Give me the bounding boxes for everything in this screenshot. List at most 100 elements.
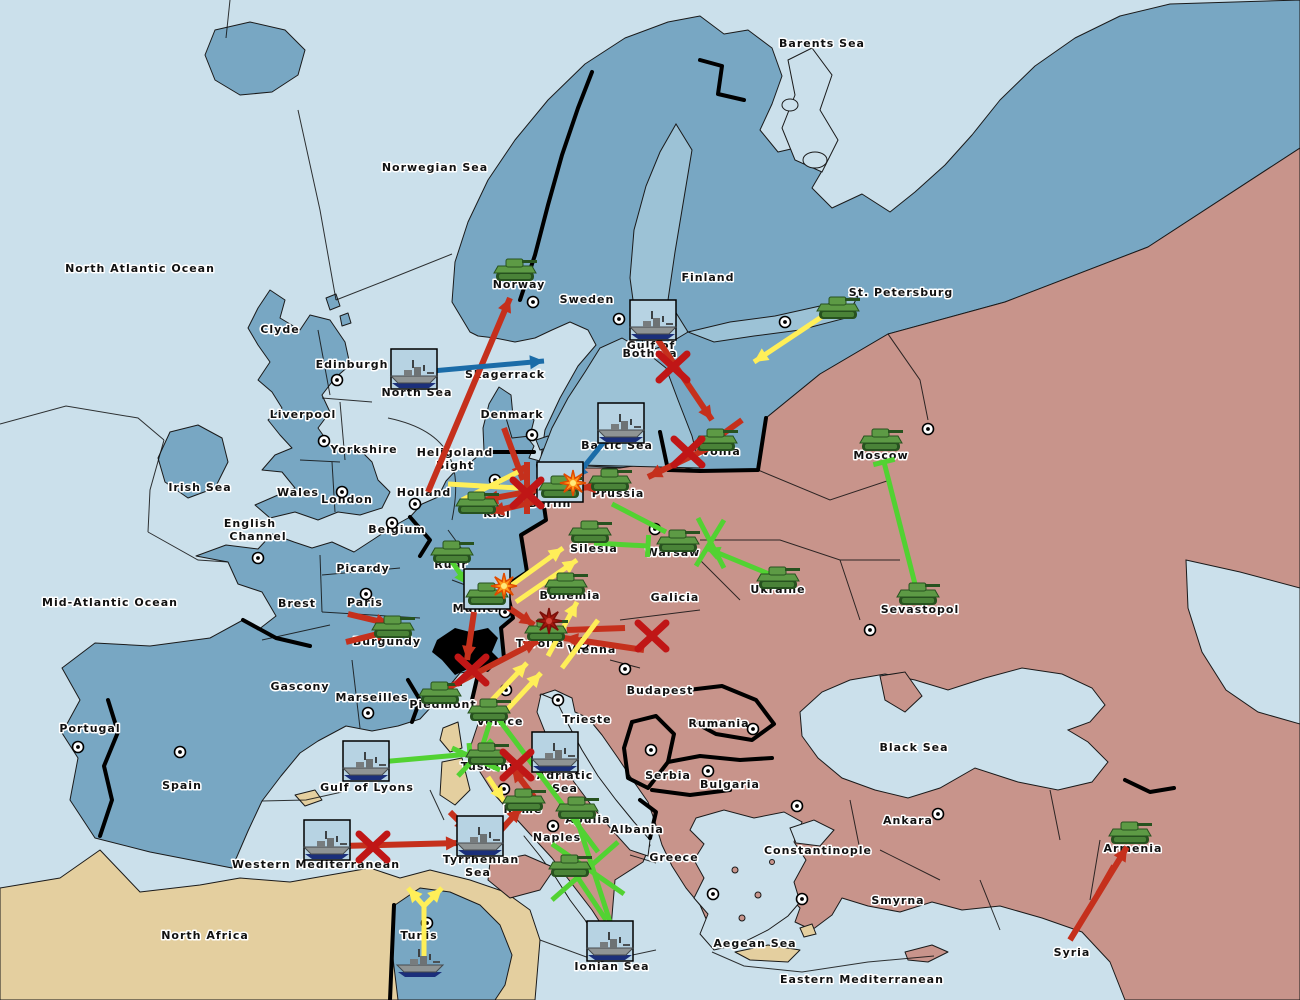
tank-barrel — [888, 430, 903, 433]
tank-turret — [567, 796, 586, 806]
army-unit-ruhr[interactable] — [430, 540, 474, 563]
lake-ladoga — [802, 151, 828, 169]
supply-center-dot — [795, 892, 809, 906]
supply-center-dot — [790, 799, 804, 813]
ship-waterline — [392, 383, 436, 388]
order-arrow-yellow — [490, 661, 529, 702]
tank-turret — [1120, 821, 1139, 831]
fleet-unit-gulf-of-lyons[interactable] — [341, 740, 391, 782]
ship-hull — [530, 758, 580, 767]
fleet-unit-western-mediterranean[interactable] — [302, 819, 352, 861]
tank-barrel — [496, 700, 511, 703]
tank-barrel — [617, 470, 632, 473]
order-line — [431, 358, 545, 374]
order-arrow-red — [1095, 864, 1117, 896]
order-arrow-red — [462, 611, 477, 661]
army-unit-silesia[interactable] — [568, 520, 612, 543]
supply-center-dot — [551, 693, 565, 707]
tank-track-inner — [662, 545, 694, 550]
tank-turret — [871, 428, 890, 438]
conflict-explosion-icon — [490, 572, 518, 600]
fleet-unit-baltic-sea[interactable] — [596, 402, 646, 444]
order-arrow-yellow — [503, 545, 565, 593]
units-layer[interactable] — [302, 258, 1152, 977]
fleet-unit-north-sea[interactable] — [389, 348, 439, 390]
tank-hull — [555, 803, 599, 812]
order-arrow-red — [563, 633, 645, 653]
order-arrow-blue — [431, 355, 545, 374]
x-stroke — [655, 350, 691, 384]
army-unit-piedmont[interactable] — [418, 681, 462, 704]
fleet-unit-adriatic-sea[interactable] — [530, 731, 580, 773]
ship-deckhouse — [470, 837, 478, 843]
fleet-unit-tunis[interactable] — [395, 949, 445, 977]
tank-barrel — [531, 790, 546, 793]
tank-track-inner — [530, 634, 562, 639]
tank-turret — [479, 698, 498, 708]
ship-gun — [623, 944, 630, 946]
fleet-unit-tyrrhenian-sea[interactable] — [455, 815, 505, 857]
supply-center-core — [800, 897, 804, 901]
ship-bridge — [610, 939, 617, 948]
tank-track-inner — [550, 588, 582, 593]
supply-center-dot — [525, 428, 539, 442]
arrowhead — [698, 404, 712, 420]
army-unit-sevastopol[interactable] — [896, 582, 940, 605]
ship-mast — [412, 360, 414, 368]
tank-track-inner — [377, 631, 409, 636]
province-label: Sevastopol — [881, 603, 960, 616]
supply-center-dot — [251, 551, 265, 565]
army-unit-rome[interactable] — [502, 788, 546, 811]
army-unit-livonia[interactable] — [694, 428, 738, 451]
boundary-lines-thin — [0, 0, 1101, 973]
army-unit-ukraine[interactable] — [756, 566, 800, 589]
x-stroke — [454, 653, 490, 687]
ship-waterline — [599, 437, 643, 442]
arrowhead — [512, 768, 527, 784]
supply-center-core — [322, 439, 326, 443]
army-unit-kiel[interactable] — [455, 491, 499, 514]
ship-deckhouse — [356, 762, 364, 768]
army-unit-prussia[interactable] — [588, 468, 632, 491]
army-unit-norway[interactable] — [493, 258, 537, 281]
aegean-islet — [769, 859, 775, 865]
arrowhead — [547, 548, 563, 562]
supply-center-core — [783, 320, 787, 324]
failed-order-x-mark — [655, 350, 691, 384]
order-arrow-red — [339, 836, 461, 851]
army-unit-burgundy[interactable] — [371, 615, 415, 638]
fleet-unit-ionian-sea[interactable] — [585, 920, 635, 962]
army-unit-bohemia[interactable] — [544, 572, 588, 595]
province-label: Smyrna — [871, 894, 924, 907]
tank-hull — [544, 579, 588, 588]
fleet-unit-gulf-of-bothnia[interactable] — [628, 299, 678, 341]
province-label: North Africa — [161, 929, 249, 942]
tank-turret — [828, 296, 847, 306]
army-unit-apulia[interactable] — [555, 796, 599, 819]
arrowhead — [445, 836, 460, 851]
army-unit-st-petersburg[interactable] — [816, 296, 860, 319]
army-unit-munich[interactable] — [463, 568, 511, 610]
arrowhead — [498, 298, 511, 314]
supply-center-core — [556, 698, 560, 702]
supply-center-core — [751, 727, 755, 731]
army-unit-moscow[interactable] — [859, 428, 903, 451]
army-unit-venice[interactable] — [467, 698, 511, 721]
ship-mast — [619, 414, 621, 422]
army-unit-armenia[interactable] — [1108, 821, 1152, 844]
province-label: Skagerrack — [465, 368, 545, 381]
province-label: Wales — [277, 486, 319, 499]
arrowhead — [564, 633, 579, 647]
army-unit-warsaw[interactable] — [656, 529, 700, 552]
supply-center-dot — [706, 887, 720, 901]
tank-turret — [477, 742, 496, 752]
army-unit-naples[interactable] — [548, 854, 592, 877]
x-stroke — [499, 748, 535, 782]
tank-hull — [467, 705, 511, 714]
province-label: Tunis — [400, 929, 437, 942]
order-arrow-red — [501, 426, 526, 482]
ship-bridge — [621, 421, 628, 430]
supply-center-dot — [546, 819, 560, 833]
